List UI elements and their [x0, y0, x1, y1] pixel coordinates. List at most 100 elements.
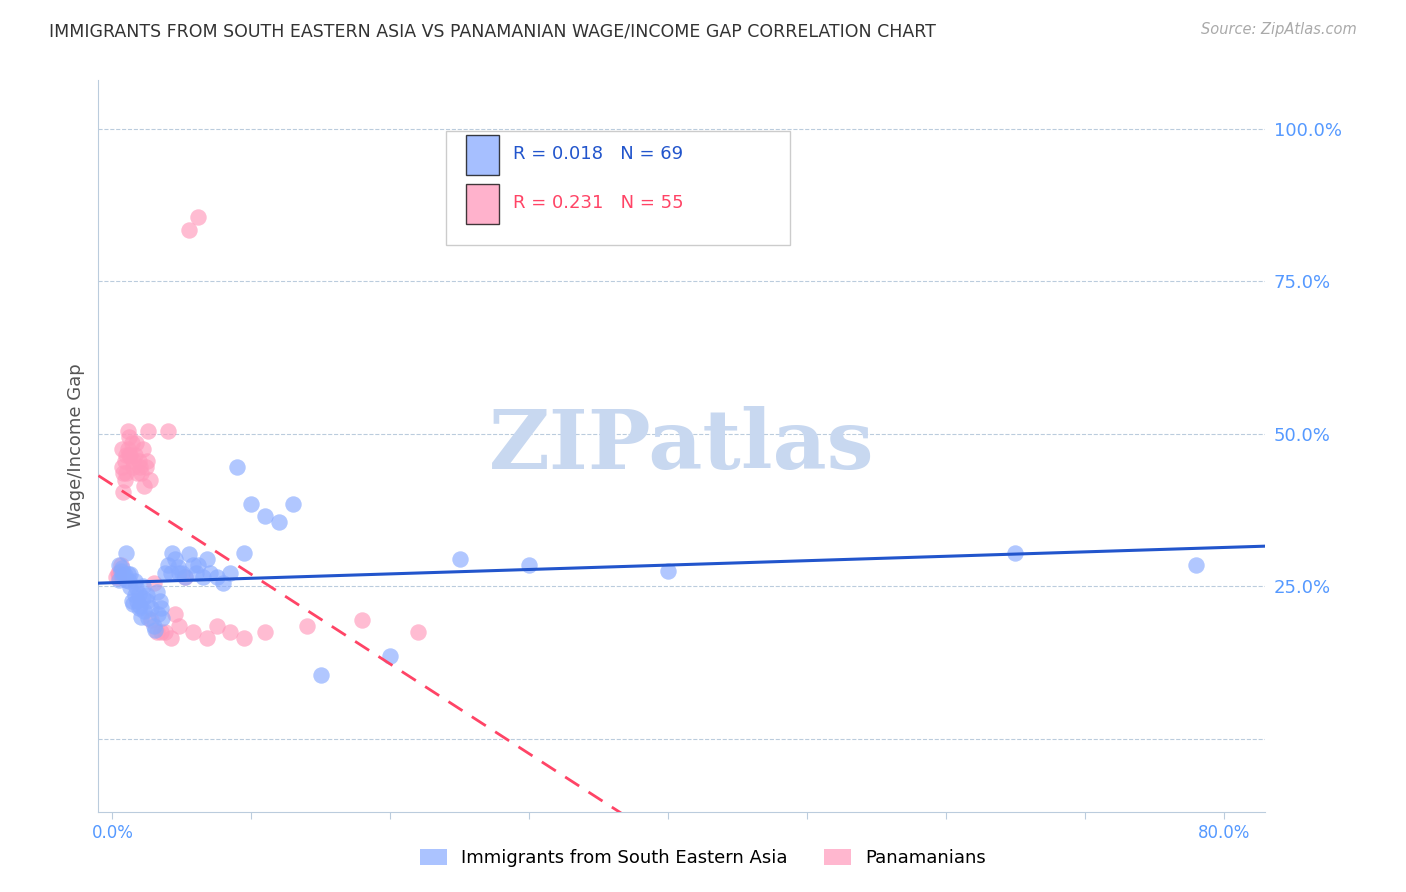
- Point: [128, 600, 150, 615]
- Legend: Immigrants from South Eastern Asia, Panamanians: Immigrants from South Eastern Asia, Pana…: [412, 841, 994, 874]
- Point: [145, 623, 167, 637]
- Text: ZIPatlas: ZIPatlas: [489, 406, 875, 486]
- Point: [173, 570, 195, 584]
- Point: [120, 448, 142, 462]
- Point: [233, 631, 256, 645]
- Point: [449, 551, 471, 566]
- Point: [212, 576, 235, 591]
- Point: [136, 454, 159, 468]
- Point: [111, 442, 134, 456]
- Point: [219, 566, 242, 580]
- Point: [125, 436, 148, 450]
- FancyBboxPatch shape: [465, 184, 499, 225]
- Point: [115, 573, 138, 587]
- Point: [156, 424, 179, 438]
- Point: [124, 448, 146, 462]
- Point: [517, 558, 540, 572]
- Point: [167, 619, 190, 633]
- Point: [148, 594, 170, 608]
- Point: [131, 467, 153, 481]
- Point: [107, 566, 129, 580]
- Point: [267, 515, 290, 529]
- Point: [150, 611, 173, 625]
- Point: [135, 460, 157, 475]
- Point: [187, 211, 209, 225]
- Point: [134, 604, 156, 618]
- Point: [205, 570, 228, 584]
- Point: [108, 570, 131, 584]
- Point: [118, 430, 141, 444]
- Point: [146, 624, 169, 639]
- Text: R = 0.018   N = 69: R = 0.018 N = 69: [513, 145, 683, 163]
- Point: [173, 570, 195, 584]
- Point: [110, 570, 132, 584]
- Point: [153, 566, 176, 580]
- Point: [117, 567, 139, 582]
- Point: [141, 600, 163, 615]
- Point: [131, 609, 153, 624]
- Point: [122, 598, 145, 612]
- Point: [167, 566, 190, 580]
- Point: [177, 548, 200, 562]
- Point: [132, 442, 155, 456]
- Point: [110, 564, 132, 578]
- Point: [159, 566, 181, 580]
- Point: [134, 478, 156, 492]
- Point: [115, 448, 138, 462]
- Point: [108, 558, 131, 572]
- Point: [127, 594, 149, 608]
- Point: [657, 564, 679, 578]
- Point: [156, 558, 179, 572]
- Point: [141, 613, 163, 627]
- FancyBboxPatch shape: [465, 135, 499, 176]
- Point: [124, 588, 146, 602]
- Point: [120, 581, 142, 595]
- Point: [195, 551, 218, 566]
- Point: [380, 649, 402, 664]
- Point: [138, 611, 160, 625]
- Point: [132, 591, 155, 606]
- Point: [117, 442, 139, 456]
- Point: [124, 574, 146, 589]
- Point: [111, 460, 134, 475]
- Point: [108, 566, 131, 580]
- Point: [114, 473, 136, 487]
- Point: [118, 574, 141, 589]
- Point: [195, 631, 218, 645]
- Point: [112, 567, 135, 582]
- Point: [233, 546, 256, 560]
- Point: [110, 558, 132, 572]
- Point: [149, 624, 172, 639]
- Point: [114, 454, 136, 468]
- Point: [170, 566, 193, 580]
- Point: [295, 619, 318, 633]
- Point: [120, 567, 142, 582]
- Point: [146, 585, 169, 599]
- Point: [125, 581, 148, 595]
- Y-axis label: Wage/Income Gap: Wage/Income Gap: [66, 364, 84, 528]
- Point: [146, 607, 169, 621]
- Point: [181, 558, 204, 572]
- Point: [184, 566, 207, 580]
- Point: [112, 484, 135, 499]
- Point: [122, 460, 145, 475]
- Point: [149, 600, 172, 615]
- Point: [132, 579, 155, 593]
- Point: [153, 624, 176, 639]
- Point: [191, 570, 214, 584]
- Point: [115, 546, 138, 560]
- Point: [159, 631, 181, 645]
- Point: [166, 559, 188, 574]
- Point: [352, 613, 374, 627]
- Point: [112, 467, 135, 481]
- Point: [226, 460, 249, 475]
- Point: [254, 509, 277, 524]
- Point: [122, 454, 145, 468]
- Point: [115, 467, 138, 481]
- Point: [240, 497, 263, 511]
- Point: [1185, 558, 1208, 572]
- Point: [205, 619, 228, 633]
- Point: [143, 619, 166, 633]
- Point: [160, 546, 183, 560]
- Point: [163, 607, 186, 621]
